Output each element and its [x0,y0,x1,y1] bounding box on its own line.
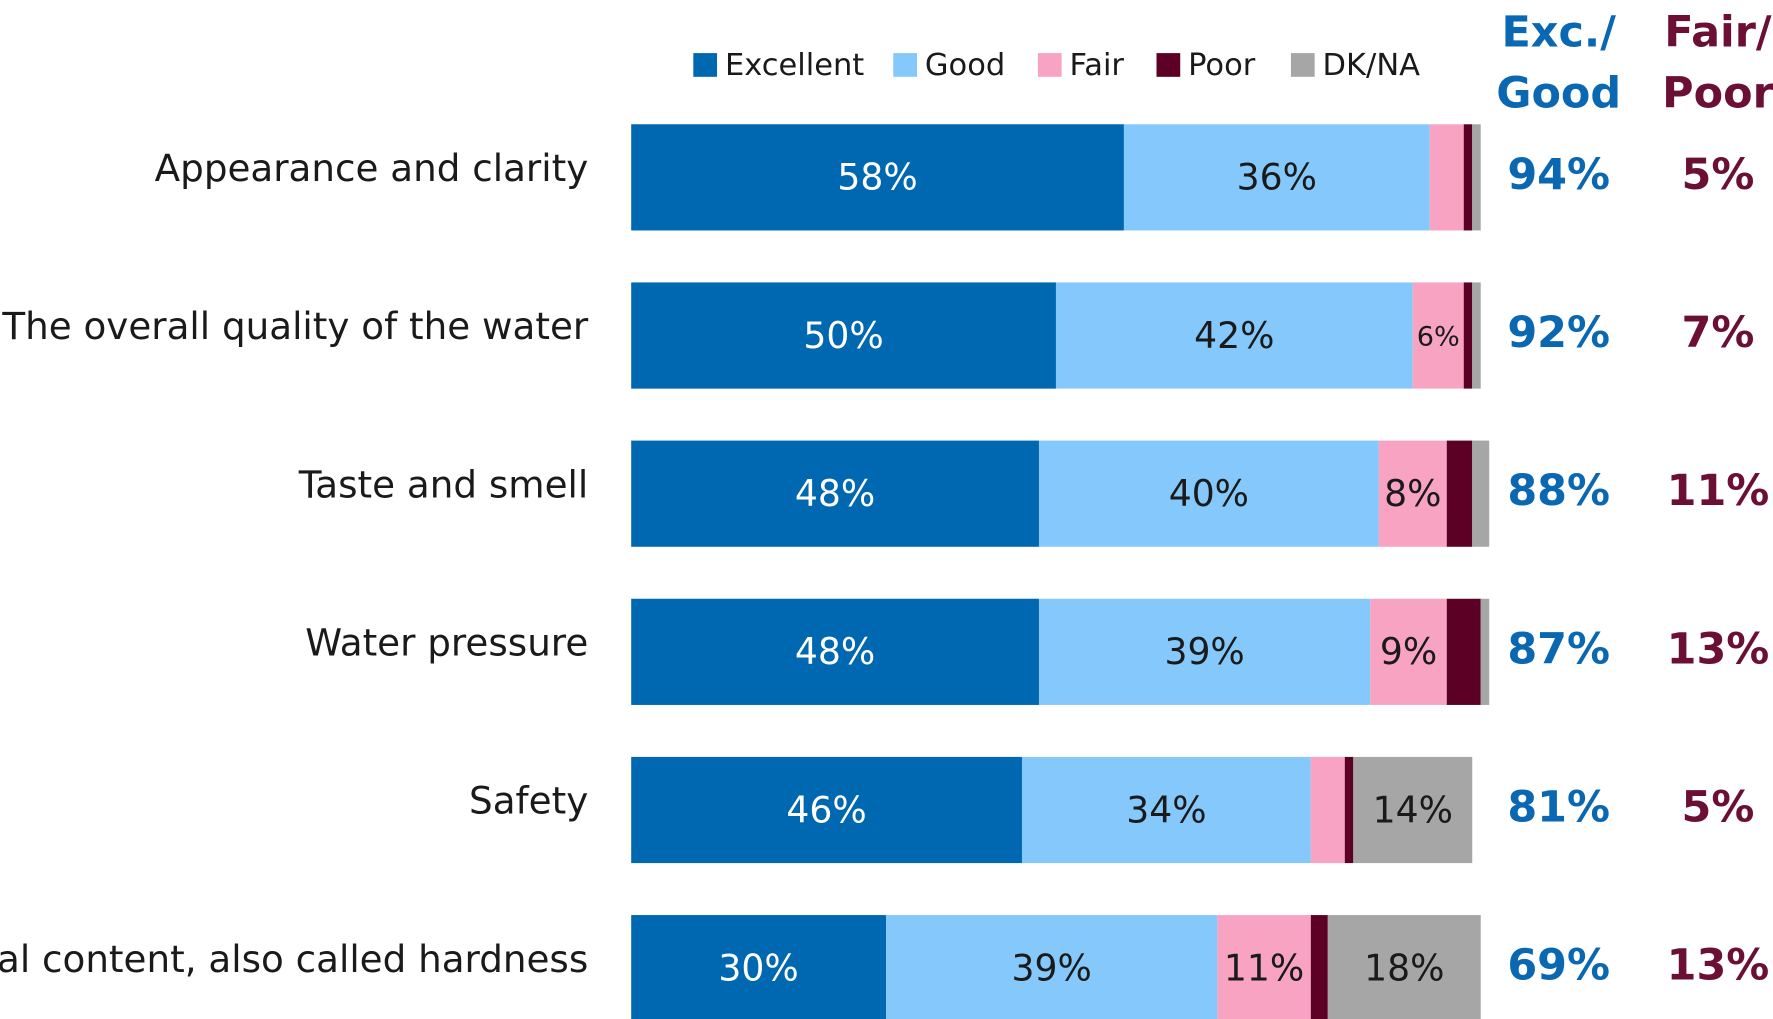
bar-segment [1463,124,1473,231]
data-label: 11% [1224,946,1304,989]
summary-header: Exc./ [1501,8,1616,58]
bar-segment [1327,915,1481,1019]
legend-swatch [893,53,918,77]
data-label: 40% [1169,472,1249,515]
data-label: 42% [1194,314,1274,357]
data-label: 8% [1384,472,1441,515]
summary-value: 13% [1667,624,1770,674]
legend-label: Fair [1070,48,1125,83]
data-label: 50% [803,314,883,357]
summary-header: Good [1496,69,1621,119]
summary-value: 81% [1507,783,1610,833]
summary-value: 87% [1507,624,1610,674]
summary-value: 5% [1682,783,1755,833]
data-label: 39% [1164,630,1244,673]
bar-segment [631,124,1124,231]
data-label: 14% [1373,788,1453,831]
bar-segment [1472,440,1490,547]
summary-header: Poor [1662,69,1773,119]
bar-segment [1463,282,1473,389]
category-label: Taste and smell [298,462,589,506]
bar-segment [1378,440,1447,547]
legend-swatch [1156,53,1181,77]
summary-value: 11% [1667,466,1770,516]
category-label: Safety [469,779,588,823]
data-label: 46% [786,788,866,831]
bar-segment [1123,124,1430,231]
bar-segment [1446,440,1473,547]
bar-segment [1217,915,1311,1019]
bar-segment [886,915,1218,1019]
data-label: 58% [837,156,917,199]
summary-value: 5% [1682,150,1755,200]
category-label: Water pressure [305,621,588,665]
data-label: 9% [1380,630,1437,673]
bar-segment [1353,756,1473,864]
summary-value: 7% [1682,308,1755,358]
data-label: 36% [1237,156,1317,199]
legend-swatch [1290,53,1315,77]
bar-segment [1310,915,1328,1019]
bar-segment [1472,282,1481,389]
data-label: 6% [1417,321,1460,352]
bar-segment [1021,756,1311,864]
bar-segment [1446,598,1481,705]
data-label: 30% [718,946,798,989]
summary-value: 13% [1667,941,1770,991]
bar-segment [1055,282,1413,389]
bar-segment [1038,440,1379,547]
category-label: Mineral content, also called hardness [0,937,588,981]
summary-value: 88% [1507,466,1610,516]
data-label: 48% [795,472,875,515]
data-label: 34% [1126,788,1206,831]
legend-label: Poor [1188,48,1256,83]
bar-segment [631,756,1022,864]
bar-segment [1429,124,1464,231]
summary-header: Fair/ [1664,8,1772,58]
legend-label: Excellent [725,48,864,83]
bar-segment [1472,124,1481,231]
summary-value: 69% [1507,941,1610,991]
category-label: Appearance and clarity [155,146,589,190]
legend-swatch [1037,53,1062,77]
summary-value: 94% [1507,150,1610,200]
bar-segment [631,440,1039,547]
bar-segment [1310,756,1345,864]
legend-label: Good [925,48,1005,83]
bar-segment [1038,598,1371,705]
category-label: The overall quality of the water [1,304,589,348]
data-label: 39% [1012,946,1092,989]
summary-value: 92% [1507,308,1610,358]
bar-segment [1480,598,1490,705]
bar-segment [1344,756,1354,864]
bar-segment [631,598,1039,705]
legend-label: DK/NA [1323,48,1421,83]
bar-segment [1370,598,1447,705]
data-label: 48% [795,630,875,673]
bar-segment [631,282,1056,389]
bar-segment [631,915,887,1019]
bar-segment [1412,282,1464,389]
data-label: 18% [1364,946,1444,989]
legend-swatch [693,53,718,77]
